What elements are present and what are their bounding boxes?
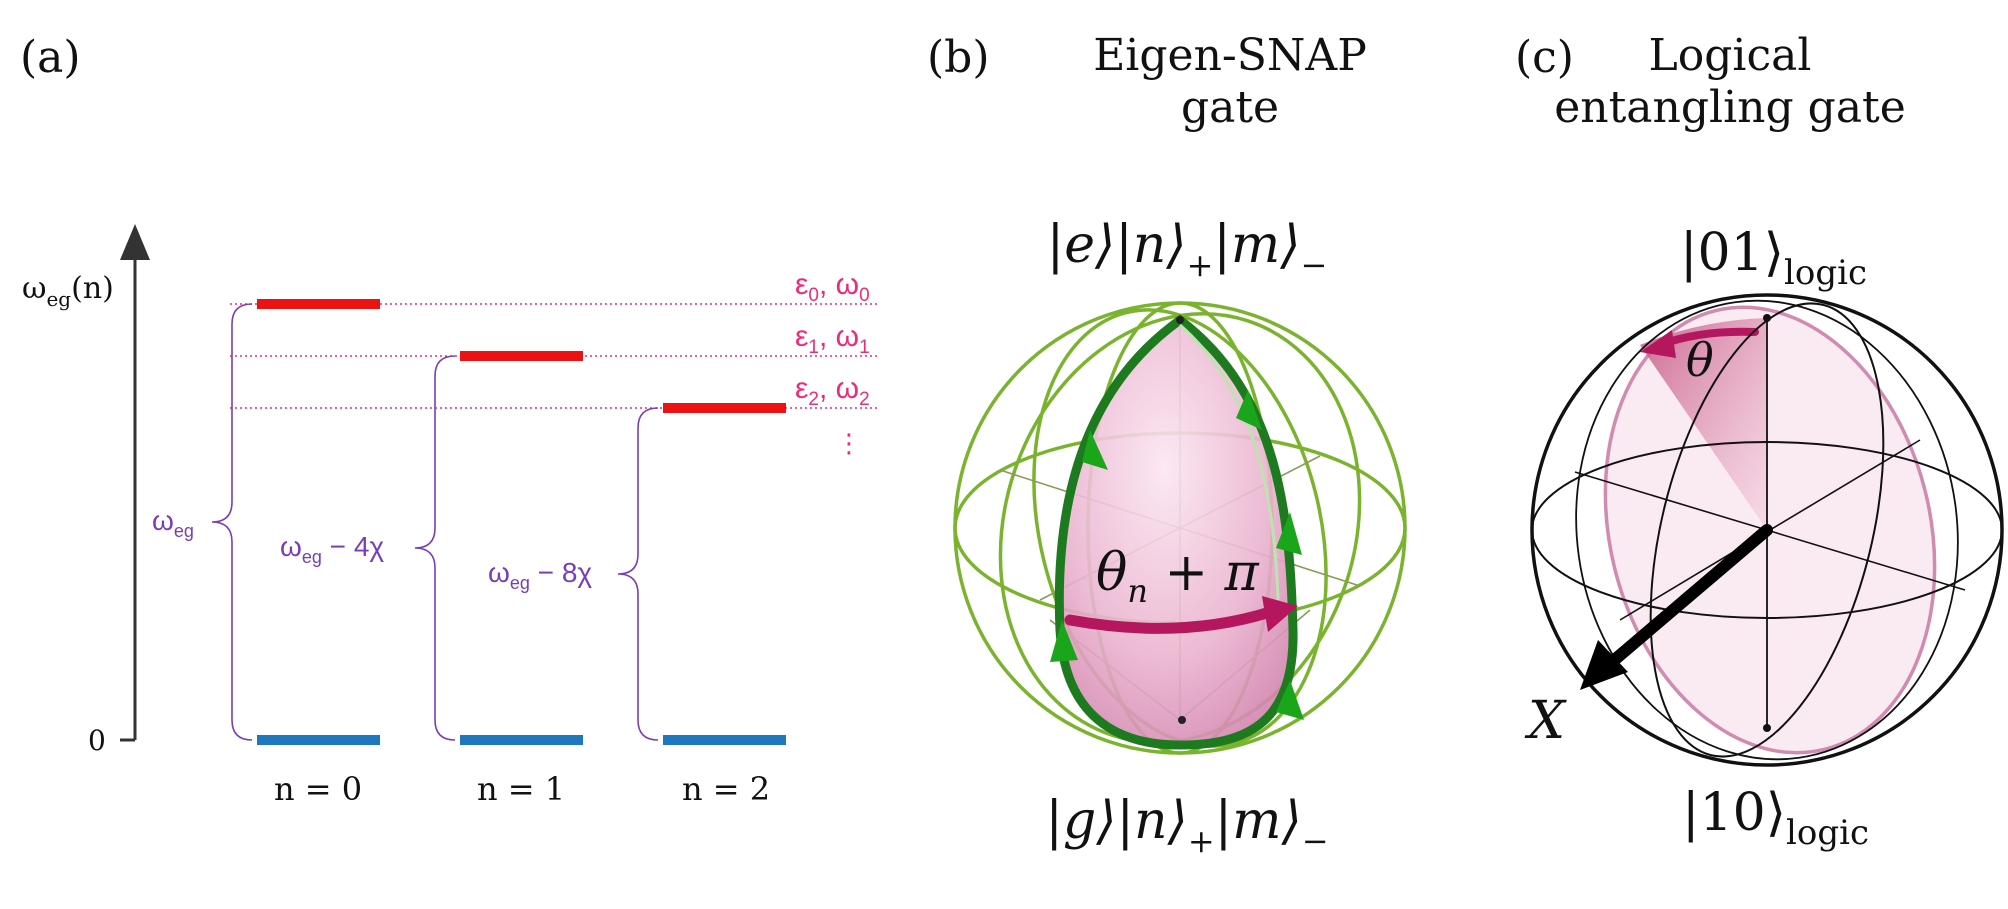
sphere-meridian-3: [1032, 308, 1328, 748]
gap-label-0: ωeg: [152, 505, 194, 541]
rotation-angle-label: θ: [1686, 333, 1714, 387]
logical-south-pole: [1763, 724, 1771, 732]
gate-trajectory-inner: [1179, 323, 1280, 601]
panel-b-top-state: |e⟩|n⟩+|m⟩−: [1047, 215, 1328, 284]
panel-c-title-line2: entangling gate: [1554, 82, 1906, 133]
gate-trajectory: [1054, 314, 1298, 750]
trajectory-arrowheads: [1050, 390, 1304, 720]
phase-rotation-arrow: [1064, 606, 1276, 634]
x-axis-arrow: [1606, 524, 1773, 668]
panel-c: (c) Logical entangling gate |01⟩logic θ …: [1515, 30, 2004, 853]
logical-sphere-meridian-1: [1649, 302, 1885, 758]
brace-1: [414, 355, 456, 741]
panel-c-bottom-state: |10⟩logic: [1682, 783, 1869, 853]
north-pole-dot: [1176, 316, 1184, 324]
brace-2: [617, 407, 659, 741]
rotation-wedge: [1640, 318, 1767, 530]
teardrop-volume: [1059, 320, 1294, 745]
n-label-1: n = 1: [477, 770, 565, 808]
energy-label-0: ε0, ω0: [795, 268, 870, 306]
panel-a-tag: (a): [20, 32, 81, 83]
x-axis-arrowhead: [1580, 640, 1628, 690]
panel-b-title-line1: Eigen-SNAP: [1093, 30, 1367, 81]
phase-rotation-arrowhead: [1262, 596, 1298, 632]
south-pole-dot: [1178, 716, 1186, 724]
n-label-2: n = 2: [682, 770, 770, 808]
trajectory-arrow-4: [1276, 512, 1302, 555]
gap-label-1: ωeg − 4χ: [280, 531, 384, 567]
logical-north-pole: [1763, 314, 1771, 322]
zero-tick-label: 0: [88, 724, 106, 757]
panel-b-bottom-state: |g⟩|n⟩+|m⟩−: [1045, 791, 1328, 860]
panel-b-title-line2: gate: [1181, 82, 1279, 133]
panel-c-tag: (c): [1515, 32, 1574, 83]
n-label-0: n = 0: [274, 770, 362, 808]
energy-label-2: ε2, ω2: [795, 372, 870, 410]
trajectory-arrow-2: [1050, 620, 1078, 662]
panel-b-tag: (b): [927, 32, 990, 83]
energy-ellipsis: ⋮: [836, 428, 862, 458]
gap-label-2: ωeg − 8χ: [488, 557, 592, 593]
rotation-angle-arrowhead: [1640, 330, 1676, 358]
x-axis-label: X: [1524, 691, 1567, 751]
trajectory-arrow-1: [1082, 430, 1108, 470]
phase-angle-label: θn + π: [1096, 543, 1260, 610]
panel-c-top-state: |01⟩logic: [1680, 223, 1867, 293]
y-axis-label: ωeg(n): [22, 271, 114, 311]
panel-b: (b) Eigen-SNAP gate |e⟩|n⟩+|m⟩−: [927, 30, 1407, 860]
panel-c-title-line1: Logical: [1649, 30, 1812, 81]
brace-0: [211, 303, 253, 741]
logical-sphere-meridian-2: [1575, 299, 1959, 761]
energy-label-1: ε1, ω1: [795, 320, 870, 358]
panel-a: (a) 0 ωeg(n) ωeg ωeg − 4χ ωeg: [20, 32, 880, 808]
trajectory-arrow-3: [1236, 390, 1262, 430]
trajectory-arrow-5: [1276, 680, 1304, 720]
